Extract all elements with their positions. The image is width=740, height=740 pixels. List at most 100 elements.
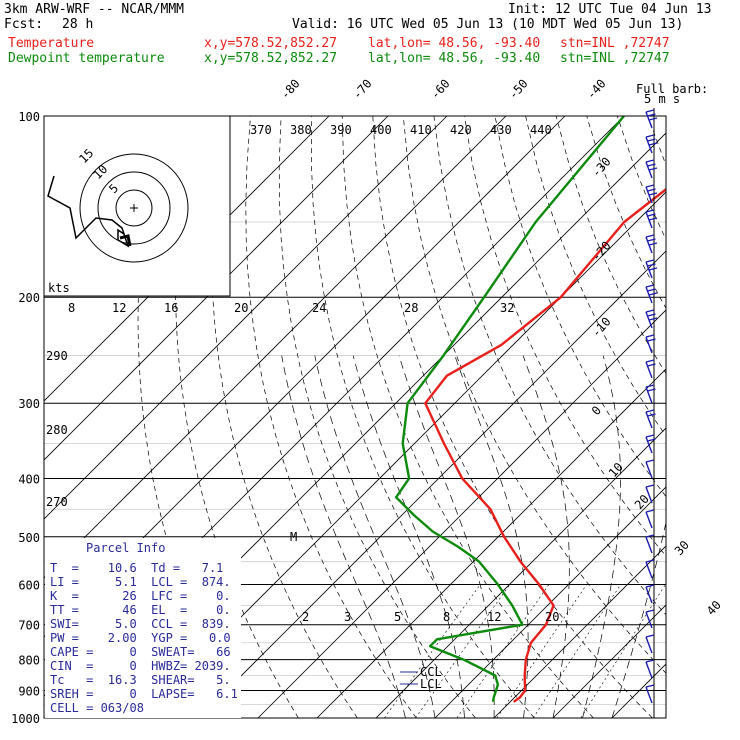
isotherm-50 bbox=[730, 116, 740, 718]
parcel-info-row-2: K = 26 LFC = 0. bbox=[50, 589, 231, 603]
wind-barb-8 bbox=[645, 309, 658, 329]
temp-xy: x,y=578.52,852.27 bbox=[204, 36, 338, 51]
mixing-ratio-label-20: 20 bbox=[545, 610, 559, 624]
dry-adiabat-300 bbox=[341, 116, 594, 718]
barb-key-value: 5 m s bbox=[644, 92, 680, 106]
isotherm-40 bbox=[671, 116, 740, 718]
wind-barb-11 bbox=[645, 384, 656, 404]
ccl-lcl-ticks bbox=[400, 671, 418, 685]
dry-adiabat-380 bbox=[586, 116, 666, 309]
wind-barb-13 bbox=[645, 434, 656, 454]
mixing-ratio-2 bbox=[384, 584, 481, 718]
pressure-label-700: 700 bbox=[18, 619, 40, 633]
wind-barb-21 bbox=[645, 634, 655, 654]
parcel-info-row-6: CAPE = 0 SWEAT= 66 bbox=[50, 645, 231, 659]
isotherm--100 bbox=[44, 116, 448, 520]
dew-latlon: lat,lon= 48.56, -93.40 bbox=[368, 51, 541, 66]
dry-adiabat-280 bbox=[278, 116, 476, 718]
dry-adiabat-390 bbox=[616, 116, 666, 241]
parcel-info-row-4: SWI= 5.0 CCL = 839. bbox=[50, 617, 231, 631]
dry-adiabat-370 bbox=[555, 116, 666, 374]
speed-label-24: 24 bbox=[312, 301, 326, 315]
isotherm-10 bbox=[493, 545, 666, 718]
parcel-info-row-9: SREH = 0 LAPSE= 6.1 bbox=[50, 687, 238, 701]
parcel-info-row-0: T = 10.6 Td = 7.1 bbox=[50, 561, 223, 575]
mixing-ratio-5 bbox=[456, 584, 550, 718]
pressure-label-400: 400 bbox=[18, 472, 40, 486]
isotherm-label--80: -80 bbox=[278, 77, 303, 102]
moist-adiabat-20 bbox=[522, 355, 570, 718]
isotherm-label--70: -70 bbox=[350, 77, 375, 102]
parcel-info-row-7: CIN = 0 HWBZ= 2039. bbox=[50, 659, 231, 673]
dewpoint-line bbox=[394, 116, 625, 702]
dew-xy: x,y=578.52,852.27 bbox=[204, 51, 338, 66]
moist-adiabat-10 bbox=[398, 355, 495, 718]
hodograph-end bbox=[119, 234, 132, 247]
wind-barb-15 bbox=[645, 484, 655, 504]
parcel-info-title: Parcel Info bbox=[86, 541, 165, 555]
parcel-info-row-8: Tc = 16.3 SHEAR= 5. bbox=[50, 673, 231, 687]
temp-stn: stn=INL ,72747 bbox=[560, 36, 670, 51]
isotherm-label-0: 0 bbox=[589, 403, 604, 418]
theta-label-430: 430 bbox=[490, 123, 512, 137]
wind-barb-1 bbox=[645, 134, 658, 154]
moist-adiabat--5 bbox=[281, 355, 406, 718]
isotherm-30 bbox=[611, 663, 666, 718]
wind-barb-3 bbox=[645, 184, 658, 204]
isotherm-label--30: -30 bbox=[589, 155, 614, 180]
mixing-ratio-8 bbox=[496, 584, 587, 718]
theta-label-370: 370 bbox=[250, 123, 272, 137]
wind-barb-7 bbox=[645, 284, 658, 304]
hodograph-center bbox=[130, 204, 138, 212]
parcel-info-row-5: PW = 2.00 YGP = 0.0 bbox=[50, 631, 231, 645]
isotherm-label-10: 10 bbox=[606, 460, 626, 480]
dry-adiabat-410 bbox=[678, 116, 740, 718]
valid-time: Valid: 16 UTC Wed 05 Jun 13 (10 MDT Wed … bbox=[292, 17, 684, 32]
theta-label-280: 280 bbox=[46, 423, 68, 437]
speed-label-kts: kts bbox=[48, 281, 70, 295]
wind-barb-0 bbox=[645, 109, 658, 129]
wind-barb-10 bbox=[645, 359, 656, 379]
mixing-ratio-3 bbox=[415, 584, 511, 718]
wind-barb-23 bbox=[645, 684, 655, 704]
isotherm-label-40: 40 bbox=[704, 598, 724, 618]
moist-adiabat-25 bbox=[582, 355, 621, 718]
theta-label-390: 390 bbox=[330, 123, 352, 137]
theta-label-440: 440 bbox=[530, 123, 552, 137]
wind-barb-19 bbox=[645, 584, 655, 604]
mixing-ratio-20 bbox=[580, 584, 666, 718]
speed-label-16: 16 bbox=[164, 301, 178, 315]
wind-barb-18 bbox=[645, 559, 655, 579]
dry-adiabat-420 bbox=[709, 116, 740, 718]
parcel-info-row-3: TT = 46 EL = 0. bbox=[50, 603, 231, 617]
plot-area bbox=[44, 116, 740, 718]
ccl-label: CCL bbox=[420, 665, 442, 679]
model-title: 3km ARW-WRF -- NCAR/MMM bbox=[4, 2, 185, 17]
fcst-label: Fcst: bbox=[4, 17, 44, 32]
dry-adiabat-270 bbox=[245, 116, 417, 718]
mixing-ratio-label-8: 8 bbox=[443, 610, 450, 624]
wind-barb-5 bbox=[645, 234, 658, 254]
speed-label-12: 12 bbox=[112, 301, 126, 315]
dry-adiabat-360 bbox=[525, 116, 666, 437]
hodograph-box bbox=[43, 115, 231, 297]
dry-adiabat-310 bbox=[372, 116, 653, 718]
theta-label-400: 400 bbox=[370, 123, 392, 137]
mixing-ratio-label-12: 12 bbox=[487, 610, 501, 624]
parcel-info-row-10: CELL = 063/08 bbox=[50, 701, 144, 715]
isotherm-label--60: -60 bbox=[428, 77, 453, 102]
isotherm-label--10: -10 bbox=[589, 315, 614, 340]
init-time: Init: 12 UTC Tue 04 Jun 13 bbox=[508, 2, 712, 17]
isotherm-label-30: 30 bbox=[672, 538, 692, 558]
dew-stn: stn=INL ,72747 bbox=[560, 51, 670, 66]
theta-label-290: 290 bbox=[46, 349, 68, 363]
dry-adiabat-290 bbox=[311, 116, 535, 718]
speed-label-28: 28 bbox=[404, 301, 418, 315]
wind-barb-12 bbox=[645, 409, 656, 429]
wind-barb-2 bbox=[645, 159, 658, 179]
wind-barb-16 bbox=[645, 509, 655, 529]
wind-barb-20 bbox=[645, 609, 655, 629]
hodograph-ring-10 bbox=[97, 171, 171, 245]
pressure-label-200: 200 bbox=[18, 291, 40, 305]
